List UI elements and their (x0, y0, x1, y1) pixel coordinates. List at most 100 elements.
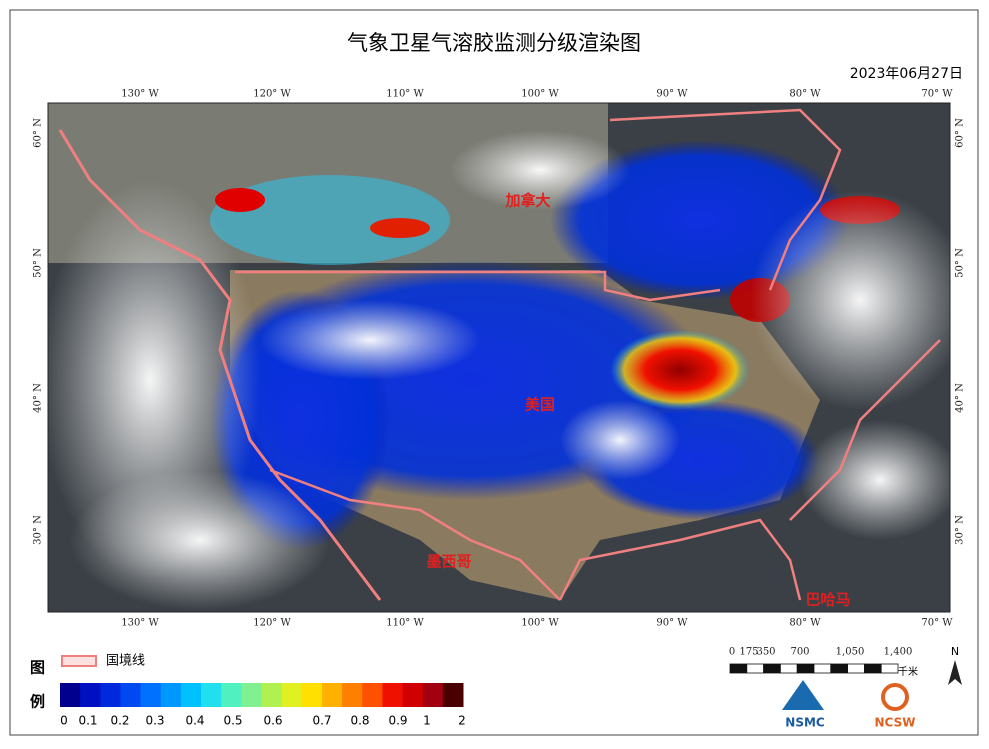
aerosol-mid (210, 175, 450, 265)
legend-tick-label: 1 (423, 714, 431, 728)
lat-label: 30° N (33, 515, 44, 545)
lon-label: 70° W (921, 89, 953, 100)
lat-label: 40° N (33, 383, 44, 413)
lat-label: 60° N (33, 118, 44, 148)
scale-bar-segment (864, 663, 882, 674)
legend-swatch (221, 683, 242, 707)
legend-swatch (80, 683, 101, 707)
cloud (750, 190, 950, 410)
scale-bar-segment (763, 663, 781, 674)
legend-tick-label: 0.5 (223, 714, 242, 728)
legend-swatch (160, 683, 182, 707)
lon-label: 110° W (386, 89, 424, 100)
map-image (48, 103, 950, 612)
lon-label: 100° W (521, 618, 559, 629)
legend-tick-label: 0.3 (145, 714, 164, 728)
cloud (450, 130, 630, 210)
legend-swatch (140, 683, 162, 707)
scale-label: 1,050 (836, 647, 865, 658)
date: 2023年06月27日 (850, 66, 963, 82)
cloud (260, 300, 480, 380)
lon-label: 80° W (789, 618, 821, 629)
legend-swatch (422, 683, 444, 707)
legend-swatch (342, 683, 363, 707)
place-label: 加拿大 (504, 192, 550, 210)
cloud (800, 420, 950, 540)
legend-swatch (362, 683, 383, 707)
legend-title: 例 (30, 693, 45, 711)
place-label: 美国 (525, 396, 555, 414)
cloud (560, 400, 680, 480)
cloud (70, 470, 330, 610)
scale-bar-segment (830, 663, 848, 674)
lon-label: 90° W (656, 89, 688, 100)
coastline (558, 518, 802, 601)
scale-bar-segment (813, 663, 832, 674)
legend-label: 国境线 (106, 654, 145, 669)
lon-label: 80° W (789, 89, 821, 100)
scale-label: 175 (739, 647, 758, 658)
border-legend-swatch (61, 655, 97, 667)
legend-tick-label: 2 (458, 714, 466, 728)
scale-unit: 千米 (898, 665, 918, 678)
legend-tick-label: 0.9 (388, 714, 407, 728)
legend-swatch (402, 683, 424, 707)
legend-swatch (120, 683, 142, 707)
scale-bar-segment (847, 663, 865, 674)
legend-tick-label: 0.6 (263, 714, 282, 728)
coastline (789, 339, 941, 521)
legend-swatch (261, 683, 283, 707)
legend-swatch (180, 683, 202, 707)
lon-label: 130° W (121, 89, 159, 100)
logo-text: NCSW (875, 716, 916, 730)
map-frame (47, 102, 951, 613)
scale-bar-segment (729, 663, 748, 674)
legend-swatch (201, 683, 222, 707)
north-label: N (951, 645, 959, 658)
legend-title: 图 (30, 659, 45, 677)
title: 气象卫星气溶胶监测分级渲染图 (347, 31, 641, 55)
outer-frame (9, 9, 979, 736)
coastline (609, 108, 842, 291)
legend-tick-label: 0.1 (78, 714, 97, 728)
lon-label: 100° W (521, 89, 559, 100)
legend-swatch (281, 683, 303, 707)
legend-swatch (442, 683, 464, 707)
scale-label: 1,400 (884, 647, 913, 658)
legend-swatch (100, 683, 121, 707)
scale-label: 0 (729, 647, 735, 658)
lat-label: 50° N (955, 248, 966, 278)
logo-text: NSMC (785, 716, 825, 730)
lat-label: 60° N (955, 118, 966, 148)
scale-label: 350 (756, 647, 775, 658)
legend-tick-label: 0.4 (185, 714, 204, 728)
legend-swatch (382, 683, 404, 707)
place-label: 墨西哥 (426, 553, 471, 571)
legend-tick-label: 0.7 (312, 714, 331, 728)
lat-label: 30° N (955, 515, 966, 545)
legend-swatch (301, 683, 323, 707)
smoke-plume (610, 330, 750, 410)
hotspot (215, 188, 265, 212)
legend-swatch (60, 683, 81, 707)
lon-label: 130° W (121, 618, 159, 629)
scale-label: 700 (790, 647, 809, 658)
ncsw-logo (881, 683, 909, 711)
coastline (58, 129, 382, 601)
lon-label: 70° W (921, 618, 953, 629)
lon-label: 110° W (386, 618, 424, 629)
scale-bar-segment (796, 663, 815, 674)
lon-label: 120° W (253, 89, 291, 100)
legend-tick-label: 0.8 (350, 714, 369, 728)
legend-tick-label: 0.2 (110, 714, 129, 728)
scale-bar-segment (780, 663, 798, 674)
legend-swatch (321, 683, 343, 707)
scale-bar-segment (746, 663, 764, 674)
scale-bar-segment (880, 663, 899, 674)
border-line (269, 468, 561, 601)
hotspot (370, 218, 430, 238)
lon-label: 90° W (656, 618, 688, 629)
legend-swatch (241, 683, 262, 707)
